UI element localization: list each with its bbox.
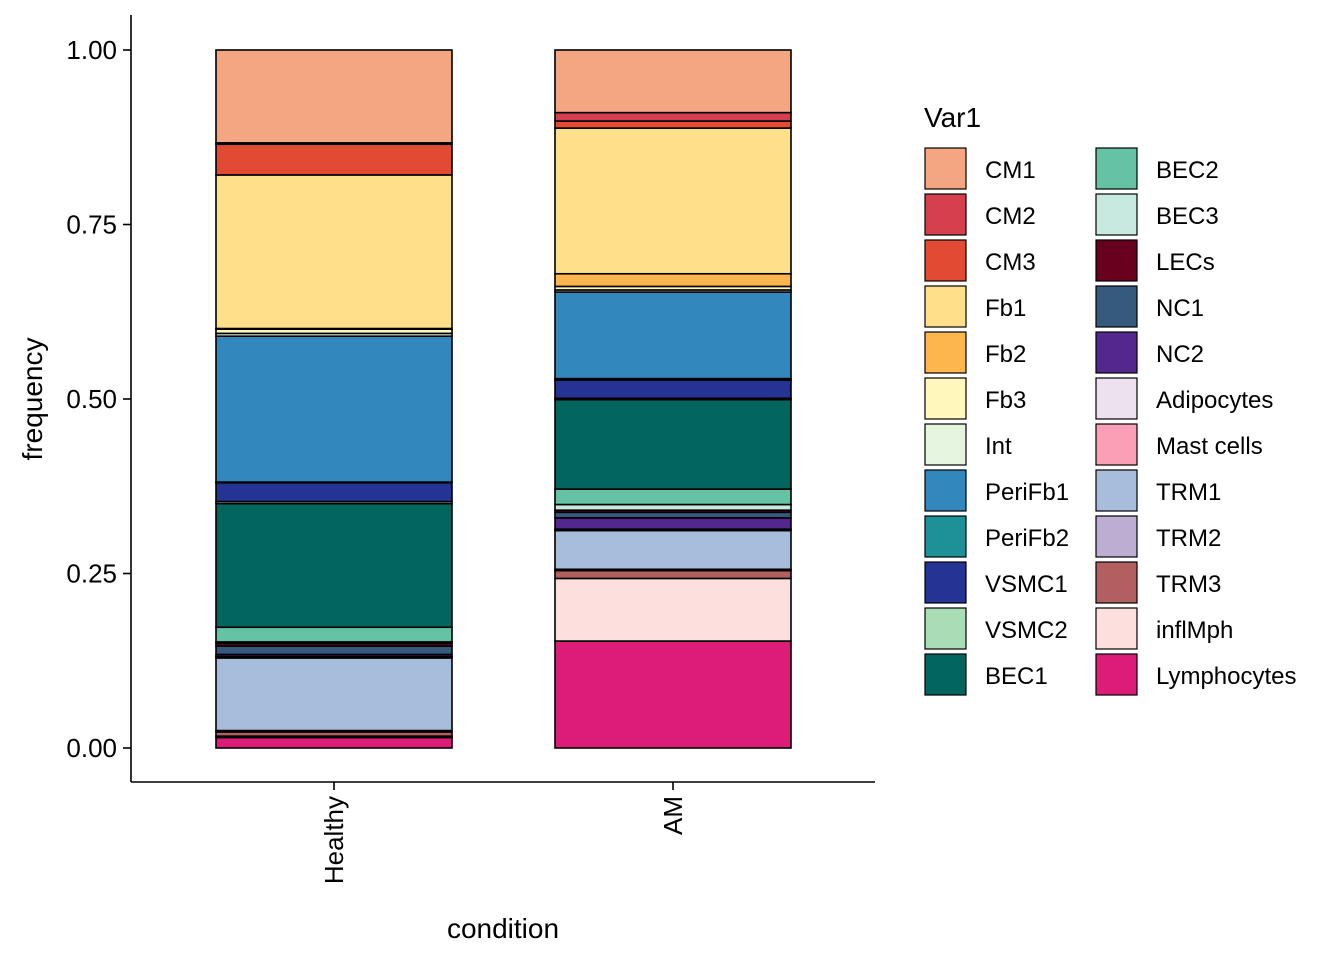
legend-key-trm3 (1095, 561, 1138, 604)
legend-label: VSMC2 (985, 617, 1068, 644)
legend-key-bec3 (1095, 193, 1138, 236)
legend-key-adipocytes (1095, 377, 1138, 420)
bar-segment-healthy-cm1 (215, 49, 453, 144)
legend-key-cm3 (924, 239, 967, 282)
x-axis-title: condition (447, 913, 559, 944)
bar-segment-am-bec3 (554, 503, 792, 511)
legend-label: Lymphocytes (1156, 663, 1297, 690)
bar-segment-healthy-trm1 (215, 657, 453, 732)
legend-label: NC2 (1156, 341, 1204, 368)
bar-segment-am-inflmph (554, 577, 792, 642)
bar-segment-healthy-perifb1 (215, 335, 453, 483)
bar-segment-am-cm3 (554, 120, 792, 129)
legend-label: inflMph (1156, 617, 1233, 644)
legend-label: BEC1 (985, 663, 1048, 690)
legend-label: Mast cells (1156, 433, 1263, 460)
bar-segment-am-trm3 (554, 569, 792, 580)
legend-label: Fb2 (985, 341, 1026, 368)
x-ticks: Healthy AM (319, 782, 688, 884)
legend-key-trm2 (1095, 515, 1138, 558)
bar-segment-healthy-cm3 (215, 143, 453, 176)
legend-label: TRM1 (1156, 479, 1221, 506)
legend-label: Adipocytes (1156, 387, 1273, 414)
y-tick-label: 0.00 (66, 733, 117, 763)
legend-key-trm1 (1095, 469, 1138, 512)
legend-label: LECs (1156, 249, 1215, 276)
bar-segment-healthy-lymphocytes (215, 736, 453, 749)
legend-key-cm2 (924, 193, 967, 236)
bar-segment-healthy-vsmc1 (215, 481, 453, 503)
legend-key-fb1 (924, 285, 967, 328)
legend-key-inflmph (1095, 607, 1138, 650)
legend: Var1 CM1 CM2 CM3 Fb1 Fb2 Fb3 Int PeriFb1 PeriFb2… (924, 102, 1297, 696)
bar-segment-am-trm1 (554, 529, 792, 571)
y-tick-label: 0.25 (66, 559, 117, 589)
legend-label: NC1 (1156, 295, 1204, 322)
bar-segment-am-perifb1 (554, 291, 792, 380)
bar-segment-healthy-bec2 (215, 626, 453, 643)
legend-key-mast-cells (1095, 423, 1138, 466)
legend-key-vsmc1 (924, 561, 967, 604)
legend-key-cm1 (924, 147, 967, 190)
x-tick-label: Healthy (319, 796, 349, 884)
bar-segment-am-cm2 (554, 111, 792, 122)
legend-label: Fb1 (985, 295, 1026, 322)
legend-label: VSMC1 (985, 571, 1068, 598)
bar-segment-healthy-nc1 (215, 645, 453, 656)
legend-label: TRM3 (1156, 571, 1221, 598)
y-axis-title: frequency (17, 338, 48, 461)
legend-key-perifb2 (924, 515, 967, 558)
legend-key-lymphocytes (1095, 653, 1138, 696)
bar-segment-am-vsmc1 (554, 379, 792, 400)
legend-label: CM2 (985, 203, 1036, 230)
legend-title: Var1 (924, 102, 981, 133)
y-tick-label: 0.50 (66, 384, 117, 414)
legend-label: BEC3 (1156, 203, 1219, 230)
bar-segment-am-cm1 (554, 49, 792, 114)
bar-segment-am-nc2 (554, 517, 792, 530)
bar-segment-healthy-fb1 (215, 174, 453, 330)
legend-key-nc1 (1095, 285, 1138, 328)
legend-label: BEC2 (1156, 157, 1219, 184)
y-ticks: 0.00 0.25 0.50 0.75 1.00 (66, 35, 131, 763)
bar-segment-am-fb2 (554, 272, 792, 288)
legend-key-nc2 (1095, 331, 1138, 374)
legend-key-lecs (1095, 239, 1138, 282)
legend-key-perifb1 (924, 469, 967, 512)
bar-segment-am-lymphocytes (554, 640, 792, 749)
bar-segments (215, 49, 792, 749)
bar-segment-am-bec1 (554, 398, 792, 490)
legend-label: Fb3 (985, 387, 1026, 414)
legend-label: PeriFb1 (985, 479, 1069, 506)
legend-key-bec2 (1095, 147, 1138, 190)
bar-segment-healthy-bec1 (215, 502, 453, 629)
legend-label: CM1 (985, 157, 1036, 184)
bar-segment-am-bec2 (554, 488, 792, 506)
bar-segment-am-fb1 (554, 127, 792, 275)
legend-label: Int (985, 433, 1012, 460)
legend-key-fb2 (924, 331, 967, 374)
x-tick-label: AM (658, 796, 688, 835)
legend-key-bec1 (924, 653, 967, 696)
bar-segment-am-nc1 (554, 511, 792, 519)
legend-label: CM3 (985, 249, 1036, 276)
legend-key-fb3 (924, 377, 967, 420)
legend-key-int (924, 423, 967, 466)
legend-label: TRM2 (1156, 525, 1221, 552)
legend-label: PeriFb2 (985, 525, 1069, 552)
y-tick-label: 1.00 (66, 35, 117, 65)
legend-key-vsmc2 (924, 607, 967, 650)
y-tick-label: 0.75 (66, 210, 117, 240)
